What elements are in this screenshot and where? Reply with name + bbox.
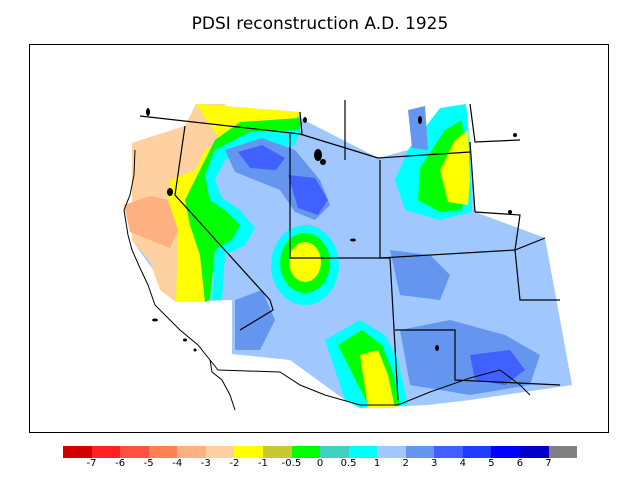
colorbar-swatch bbox=[63, 446, 92, 458]
coastline bbox=[123, 149, 531, 411]
colorbar-tick-label: -4 bbox=[172, 458, 183, 469]
colorbar-swatch bbox=[205, 446, 235, 458]
lakes-islands bbox=[146, 108, 517, 352]
ne-wet-patch bbox=[408, 106, 428, 150]
wet-core-north bbox=[238, 145, 285, 170]
wet-area-east bbox=[390, 250, 450, 300]
dry-area-coast bbox=[124, 196, 178, 248]
green-band-west bbox=[185, 118, 300, 302]
colorbar-swatch bbox=[262, 446, 292, 458]
colorbar-tick-labels: -7 -6 -5 -4 -3 -2 -1 -0.5 0 0.5 1 2 3 4 5 6 7 bbox=[0, 458, 640, 474]
colorbar-tick-label: 4 bbox=[459, 458, 466, 469]
colorbar-swatch bbox=[234, 446, 263, 458]
colorbar-swatch bbox=[291, 446, 321, 458]
colorbar-swatch bbox=[491, 446, 520, 458]
colorbar-swatch bbox=[148, 446, 178, 458]
wet-core-southeast bbox=[470, 350, 525, 385]
colorbar-swatch bbox=[120, 446, 149, 458]
colorbar-tick-label: -0.5 bbox=[281, 458, 302, 469]
wet-patch-center bbox=[288, 175, 328, 215]
dry-band-south-yellow bbox=[360, 350, 395, 408]
dry-band-ne-yellow bbox=[440, 130, 470, 205]
state-boundaries bbox=[139, 100, 561, 401]
colorbar-swatch bbox=[462, 446, 492, 458]
colorbar-tick-label: 1 bbox=[373, 458, 381, 469]
colorbar-tick-label: 0.5 bbox=[340, 458, 357, 469]
map-title: PDSI reconstruction A.D. 1925 bbox=[191, 14, 449, 34]
colorbar-tick-label: 7 bbox=[545, 458, 552, 469]
dry-pocket-yellow bbox=[289, 242, 321, 282]
colorbar-swatch bbox=[177, 446, 206, 458]
dry-area-west bbox=[132, 104, 225, 302]
colorbar-swatch bbox=[405, 446, 435, 458]
colorbar-tick-label: -1 bbox=[257, 458, 268, 469]
colorbar-tick-label: -3 bbox=[200, 458, 211, 469]
colorbar-tick-label: 6 bbox=[516, 458, 524, 469]
colorbar-swatch bbox=[520, 446, 549, 458]
colorbar-swatch bbox=[548, 446, 578, 458]
colorbar-tick-label: 3 bbox=[431, 458, 438, 469]
wet-area-southwest bbox=[235, 290, 275, 350]
colorbar-swatch bbox=[434, 446, 463, 458]
colorbar-tick-label: -7 bbox=[86, 458, 97, 469]
colorbar-swatch bbox=[91, 446, 121, 458]
colorbar-swatch bbox=[320, 446, 349, 458]
colorbar-tick-label: 2 bbox=[402, 458, 409, 469]
colorbar-swatch bbox=[377, 446, 406, 458]
colorbar-swatch bbox=[348, 446, 378, 458]
colorbar-tick-label: 5 bbox=[488, 458, 495, 469]
colorbar-tick-label: -5 bbox=[143, 458, 154, 469]
cyan-band-west bbox=[205, 130, 300, 300]
colorbar-tick-label: 0 bbox=[316, 458, 324, 469]
colorbar-tick-label: -2 bbox=[229, 458, 240, 469]
pdsi-colorbar bbox=[63, 446, 578, 458]
colorbar-tick-label: -6 bbox=[115, 458, 126, 469]
